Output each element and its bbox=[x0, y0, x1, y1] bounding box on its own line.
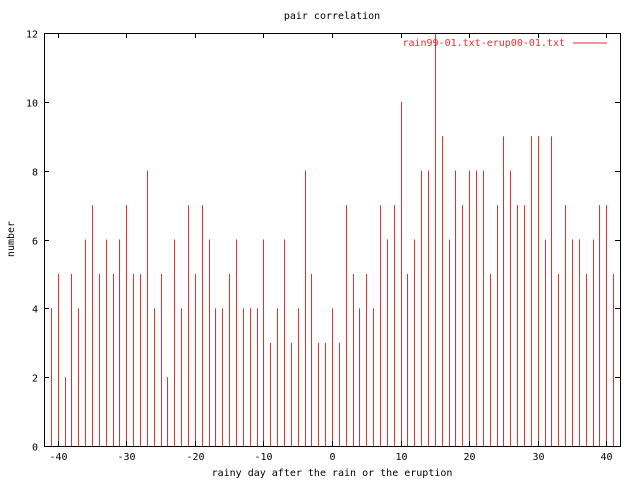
x-tick-label: -20 bbox=[186, 452, 204, 463]
y-tick-label: 6 bbox=[32, 237, 38, 248]
legend-label: rain99-01.txt-erup00-01.txt bbox=[402, 38, 565, 49]
x-tick-label: -40 bbox=[49, 452, 67, 463]
y-tick-label: 12 bbox=[26, 30, 38, 41]
x-tick-label: 10 bbox=[395, 452, 407, 463]
x-tick-label: 30 bbox=[532, 452, 544, 463]
x-tick-label: -10 bbox=[254, 452, 272, 463]
x-tick-label: 40 bbox=[600, 452, 612, 463]
x-axis-label: rainy day after the rain or the eruption bbox=[212, 468, 453, 479]
x-tick-label: -30 bbox=[117, 452, 135, 463]
y-tick-label: 2 bbox=[32, 374, 38, 385]
bar-series bbox=[44, 33, 621, 446]
x-tick-label: 20 bbox=[463, 452, 475, 463]
chart-title: pair correlation bbox=[284, 11, 380, 22]
axis-ticks: -40 -30 -20 -10 0 10 20 30 40 0 2 4 6 8 10 12 bbox=[26, 30, 620, 463]
y-tick-label: 0 bbox=[32, 443, 38, 454]
x-tick-label: 0 bbox=[329, 452, 335, 463]
y-tick-label: 4 bbox=[32, 305, 38, 316]
y-tick-label: 10 bbox=[26, 99, 38, 110]
legend: rain99-01.txt-erup00-01.txt bbox=[402, 38, 607, 49]
y-tick-label: 8 bbox=[32, 168, 38, 179]
y-axis-label: number bbox=[6, 221, 17, 257]
